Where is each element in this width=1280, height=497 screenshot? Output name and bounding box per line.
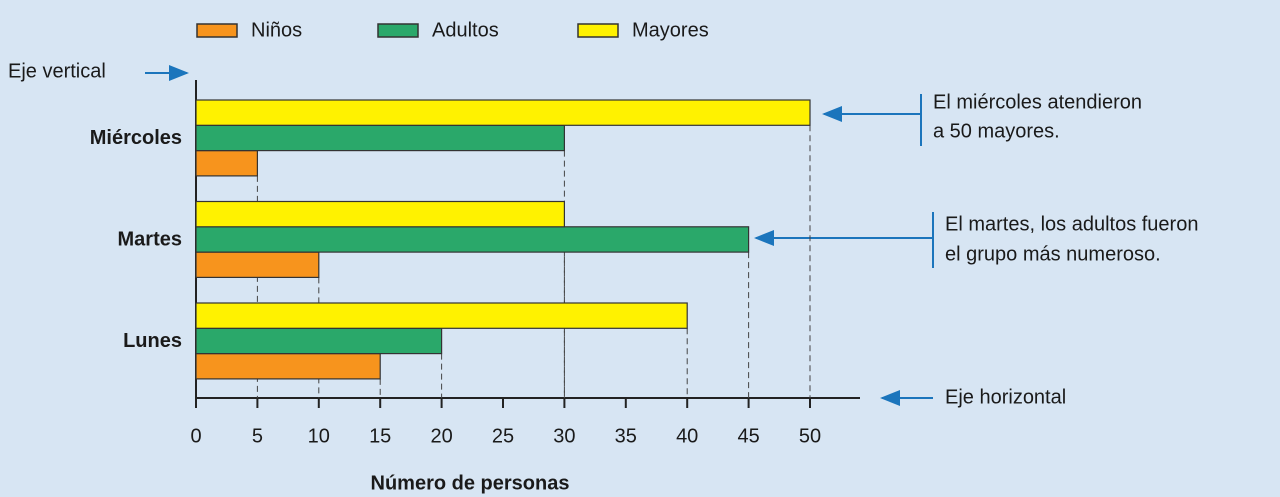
bar <box>195 302 688 329</box>
bar <box>195 150 259 177</box>
annotation: a 50 mayores. <box>933 120 1060 142</box>
y-tick-label: Lunes <box>123 330 182 352</box>
axis-note: Eje horizontal <box>945 386 1066 408</box>
x-tick-label: 50 <box>799 425 821 447</box>
annotation: el grupo más numeroso. <box>945 243 1161 265</box>
x-tick-label: 5 <box>252 425 263 447</box>
legend-swatch <box>196 23 238 38</box>
legend-swatch <box>577 23 619 38</box>
legend-swatch <box>377 23 419 38</box>
x-tick-label: 30 <box>553 425 575 447</box>
bar <box>195 251 320 279</box>
x-tick-label: 20 <box>430 425 452 447</box>
annotation: El martes, los adultos fueron <box>945 213 1198 235</box>
x-tick-label: 10 <box>308 425 330 447</box>
bar <box>195 99 811 126</box>
x-tick-label: 15 <box>369 425 391 447</box>
legend-label: Mayores <box>632 19 709 41</box>
x-axis-label: Número de personas <box>371 472 570 494</box>
legend-label: Niños <box>251 19 302 41</box>
bar <box>195 226 750 253</box>
x-tick-label: 25 <box>492 425 514 447</box>
y-tick-label: Miércoles <box>90 127 182 149</box>
x-tick-label: 35 <box>615 425 637 447</box>
axis-note: Eje vertical <box>8 60 106 82</box>
x-tick-label: 45 <box>737 425 759 447</box>
annotation: El miércoles atendieron <box>933 91 1142 113</box>
y-tick-label: Martes <box>118 229 182 251</box>
legend-label: Adultos <box>432 19 499 41</box>
bar <box>195 124 565 152</box>
x-tick-label: 0 <box>190 425 201 447</box>
bar <box>195 353 381 380</box>
x-tick-label: 40 <box>676 425 698 447</box>
bar <box>195 200 565 228</box>
bar <box>195 327 443 355</box>
